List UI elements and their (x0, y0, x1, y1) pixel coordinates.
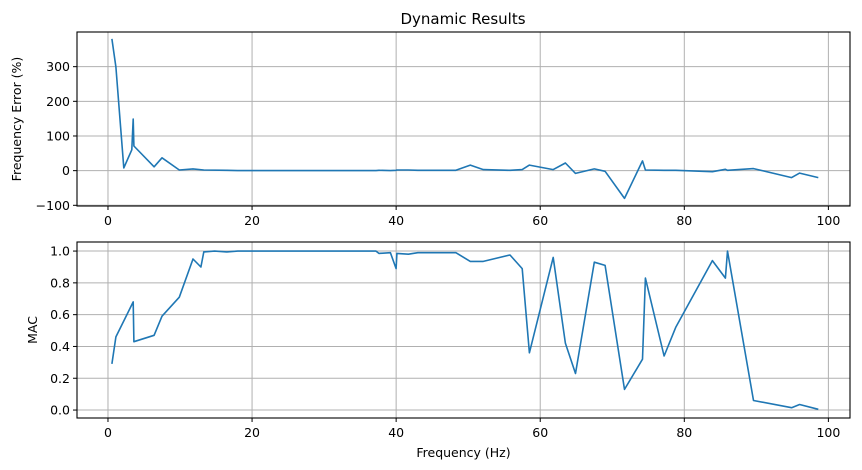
y-axis-label: MAC (25, 316, 40, 344)
x-tick-label: 100 (816, 213, 840, 228)
y-axis-label: Frequency Error (%) (9, 57, 24, 182)
x-tick-label: 20 (244, 213, 260, 228)
x-tick-label: 0 (104, 213, 112, 228)
y-tick-label: 100 (46, 128, 70, 143)
y-tick-label: 0.2 (50, 371, 70, 386)
grid (77, 32, 850, 206)
y-tick-label: −100 (36, 198, 70, 213)
chart-title: Dynamic Results (400, 10, 525, 28)
x-tick-label: 60 (532, 213, 548, 228)
grid (77, 242, 850, 418)
x-axis-label: Frequency (Hz) (416, 445, 510, 460)
x-tick-label: 0 (104, 425, 112, 440)
y-tick-label: 0.0 (50, 403, 70, 418)
y-tick-label: 0.8 (50, 275, 70, 290)
x-tick-label: 80 (676, 425, 692, 440)
y-tick-label: 0 (62, 163, 70, 178)
y-tick-label: 0.6 (50, 307, 70, 322)
y-tick-label: 300 (46, 59, 70, 74)
y-tick-label: 0.4 (50, 339, 70, 354)
x-tick-label: 40 (388, 425, 404, 440)
frequency-error-axes: 0 20 40 60 80 100 −100 0 100 200 300 Frequency Erro… (9, 31, 851, 228)
x-tick-label: 100 (816, 425, 840, 440)
x-tick-label: 20 (244, 425, 260, 440)
y-tick-label: 1.0 (50, 244, 70, 259)
x-tick-label: 60 (532, 425, 548, 440)
axes-frame (76, 31, 851, 207)
data-line (111, 250, 819, 411)
mac-axes: 0 20 40 60 80 100 0.0 0.2 0.4 0.6 0.8 1.0 MAC Frequen… (25, 241, 851, 460)
x-tick-label: 40 (388, 213, 404, 228)
data-line (111, 38, 819, 200)
x-tick-label: 80 (676, 213, 692, 228)
y-tick-label: 200 (46, 94, 70, 109)
axes-frame (76, 241, 851, 419)
